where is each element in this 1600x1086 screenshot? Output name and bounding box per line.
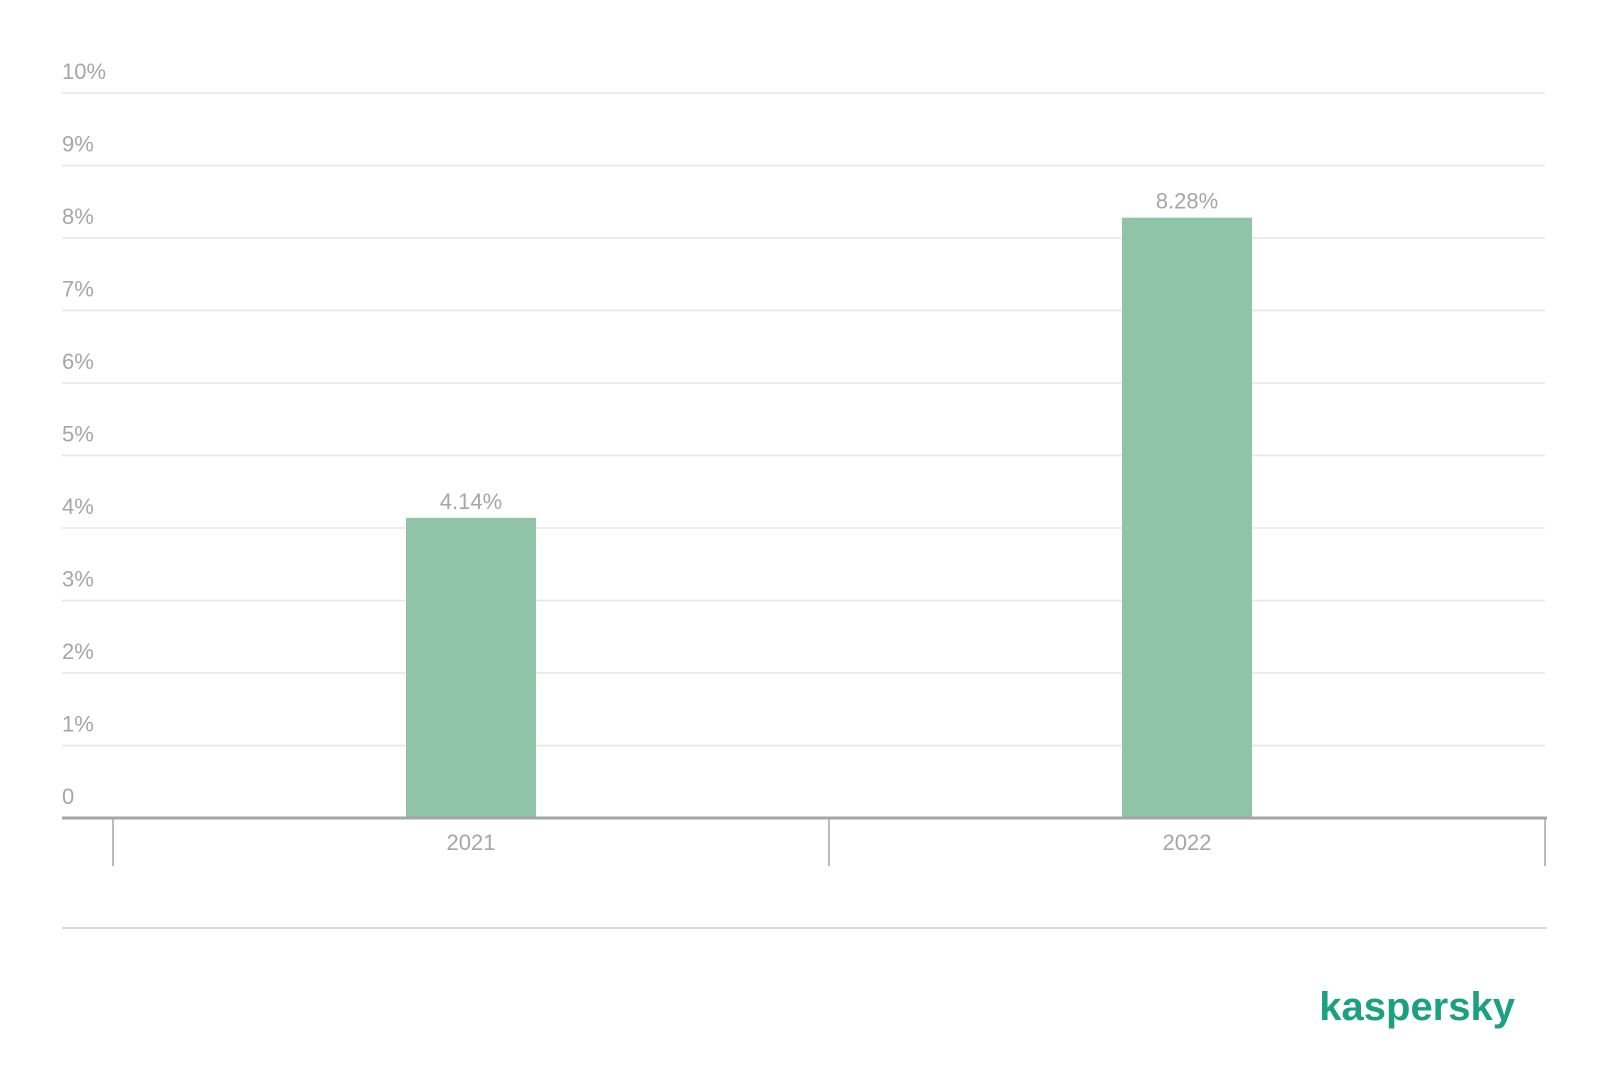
y-tick-label: 0 [62, 784, 74, 809]
y-tick-label: 2% [62, 639, 94, 664]
y-tick-label: 8% [62, 204, 94, 229]
y-tick-label: 6% [62, 349, 94, 374]
y-tick-label: 4% [62, 494, 94, 519]
y-tick-label: 3% [62, 567, 94, 592]
value-label: 4.14% [440, 489, 502, 514]
value-label: 8.28% [1156, 189, 1218, 214]
x-tick-label: 2021 [447, 830, 496, 855]
brand-logo: kaspersky [1319, 985, 1515, 1029]
y-tick-label: 10% [62, 59, 106, 84]
y-tick-label: 5% [62, 422, 94, 447]
x-tick-label: 2022 [1163, 830, 1212, 855]
y-tick-label: 9% [62, 132, 94, 157]
bar [406, 517, 536, 818]
y-tick-label: 7% [62, 277, 94, 302]
bar [1122, 217, 1252, 818]
y-tick-label: 1% [62, 712, 94, 737]
